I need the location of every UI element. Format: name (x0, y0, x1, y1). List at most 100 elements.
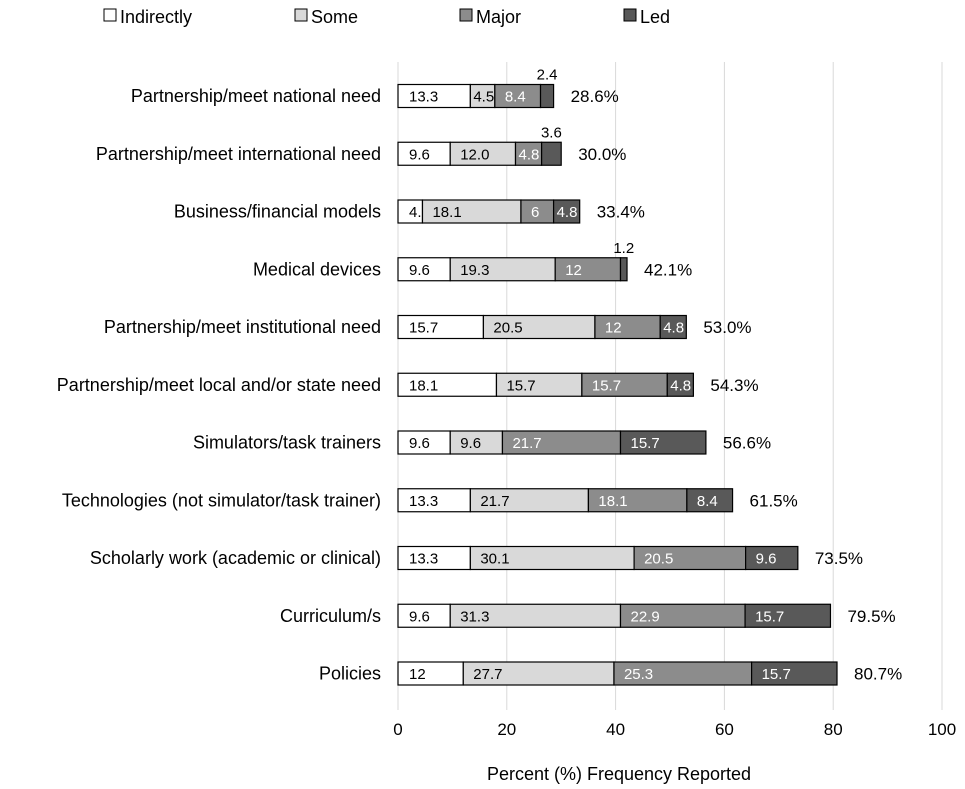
segment-value-label: 18.1 (409, 377, 438, 394)
category-label: Curriculum/s (280, 606, 381, 626)
bar-row: 9.6 9.6 21.7 15.7 56.6% (397, 430, 771, 455)
segment-value-label: 21.7 (480, 493, 509, 510)
bar-segment (541, 141, 562, 166)
segment-value-label: 20.5 (493, 320, 522, 337)
segment-value-label: 15.7 (506, 377, 535, 394)
bar-row: 12 27.7 25.3 15.7 80.7% (397, 661, 902, 686)
segment-value-label: 22.9 (630, 608, 659, 625)
bar-total-label: 61.5% (750, 491, 798, 510)
bar-row: 13.3 4.5 8.4 2.4 28.6% (397, 67, 619, 109)
segment-value-label: 18.1 (432, 204, 461, 221)
category-label: Medical devices (253, 259, 381, 279)
bar-segment (750, 661, 838, 686)
legend: Indirectly Some Major Led (103, 7, 670, 27)
bar-total-label: 54.3% (710, 376, 758, 395)
bar-segment (659, 314, 687, 340)
category-label: Partnership/meet international need (96, 144, 381, 164)
legend-swatch (103, 8, 117, 22)
bar-segment (397, 661, 464, 686)
category-label: Technologies (not simulator/task trainer… (62, 490, 381, 510)
segment-value-label: 4.5 (473, 89, 494, 106)
bar-total-label: 73.5% (815, 549, 863, 568)
segment-value-label: 18.1 (598, 493, 627, 510)
segment-value-label: 12 (409, 666, 426, 683)
bar-total-label: 53.0% (703, 318, 751, 337)
segment-value-label: 9.6 (409, 146, 430, 163)
bar-total-label: 42.1% (644, 260, 692, 279)
x-tick-label: 80 (824, 720, 843, 739)
segment-value-label: 15.7 (762, 666, 791, 683)
segment-value-label: 12.0 (460, 146, 489, 163)
segment-value-label: 9.6 (460, 435, 481, 452)
segment-value-label: 19.3 (460, 262, 489, 279)
legend-swatch (459, 8, 473, 22)
segment-value-label: 2.4 (537, 67, 558, 84)
bar-total-label: 79.5% (847, 607, 895, 626)
segment-value-label: 9.6 (409, 608, 430, 625)
x-tick-label: 20 (497, 720, 516, 739)
x-tick-label: 100 (928, 720, 956, 739)
segment-value-label: 8.4 (505, 89, 526, 106)
category-label: Policies (319, 664, 381, 684)
segment-value-label: 31.3 (460, 608, 489, 625)
segment-value-label: 1.2 (613, 240, 634, 257)
segment-value-label: 4.8 (519, 146, 540, 163)
segment-value-label: 30.1 (480, 551, 509, 568)
segment-value-label: 15.7 (592, 377, 621, 394)
bar-segment (619, 430, 707, 455)
bar-row: 18.1 15.7 15.7 4.8 54.3% (397, 372, 759, 397)
legend-label: Indirectly (120, 7, 192, 27)
segment-value-label: 13.3 (409, 551, 438, 568)
x-tick-label: 60 (715, 720, 734, 739)
segment-value-label: 15.7 (409, 320, 438, 337)
segment-value-label: 20.5 (644, 551, 673, 568)
category-label: Partnership/meet national need (131, 86, 381, 106)
bar-total-label: 56.6% (723, 434, 771, 453)
segment-value-label: 6 (531, 204, 539, 221)
category-label: Partnership/meet institutional need (104, 317, 381, 337)
segment-value-label: 9.6 (409, 262, 430, 279)
bar-segment (619, 257, 628, 282)
category-label: Scholarly work (academic or clinical) (90, 548, 381, 568)
bar-row: 9.6 12.0 4.83.6 30.0% (397, 124, 626, 166)
bar-total-label: 33.4% (597, 203, 645, 222)
segment-value-label: 15.7 (630, 435, 659, 452)
segment-value-label: 25.3 (624, 666, 653, 683)
legend-label: Some (311, 7, 358, 27)
segment-value-label: 12 (605, 320, 622, 337)
bar-row: 13.3 21.7 18.1 8.4 61.5% (397, 488, 798, 513)
bar-row: 4.5 18.1 6 4.8 33.4% (397, 199, 645, 224)
segment-value-label: 13.3 (409, 89, 438, 106)
bar-segment (552, 199, 581, 224)
category-label: Business/financial models (174, 202, 381, 222)
category-label: Partnership/meet local and/or state need (57, 375, 381, 395)
bar-row: 15.7 20.5 12 4.8 53.0% (397, 314, 752, 340)
bar-row: 9.6 19.3 12 1.2 42.1% (397, 240, 692, 282)
bars: 13.3 4.5 8.42.428.6%9.6 12.0 4.83.630.0%4.5 1… (397, 67, 902, 686)
bar-total-label: 28.6% (571, 87, 619, 106)
legend-swatch (294, 8, 308, 22)
segment-value-label: 8.4 (697, 493, 718, 510)
segment-value-label: 13.3 (409, 493, 438, 510)
x-axis-ticks: 0 20 40 60 80 100 (393, 720, 956, 739)
bar-segment (686, 488, 734, 513)
bar-segment (666, 372, 694, 397)
segment-value-label: 9.6 (756, 551, 777, 568)
segment-value-label: 4.8 (663, 320, 684, 337)
legend-label: Led (640, 7, 670, 27)
category-label: Simulators/task trainers (193, 433, 381, 453)
segment-value-label: 27.7 (473, 666, 502, 683)
segment-value-label: 21.7 (512, 435, 541, 452)
x-axis-title: Percent (%) Frequency Reported (487, 764, 751, 784)
bar-total-label: 30.0% (578, 145, 626, 164)
segment-value-label: 9.6 (409, 435, 430, 452)
bar-row: 13.3 30.1 20.5 9.6 73.5% (397, 545, 863, 571)
bar-segment (744, 603, 832, 628)
bar-segment (745, 545, 799, 571)
category-labels: Partnership/meet national need Partnershi… (57, 86, 381, 684)
legend-label: Major (476, 7, 521, 27)
segment-value-label: 4.8 (557, 204, 578, 221)
segment-value-label: 12 (565, 262, 582, 279)
segment-value-label: 4.8 (670, 377, 691, 394)
